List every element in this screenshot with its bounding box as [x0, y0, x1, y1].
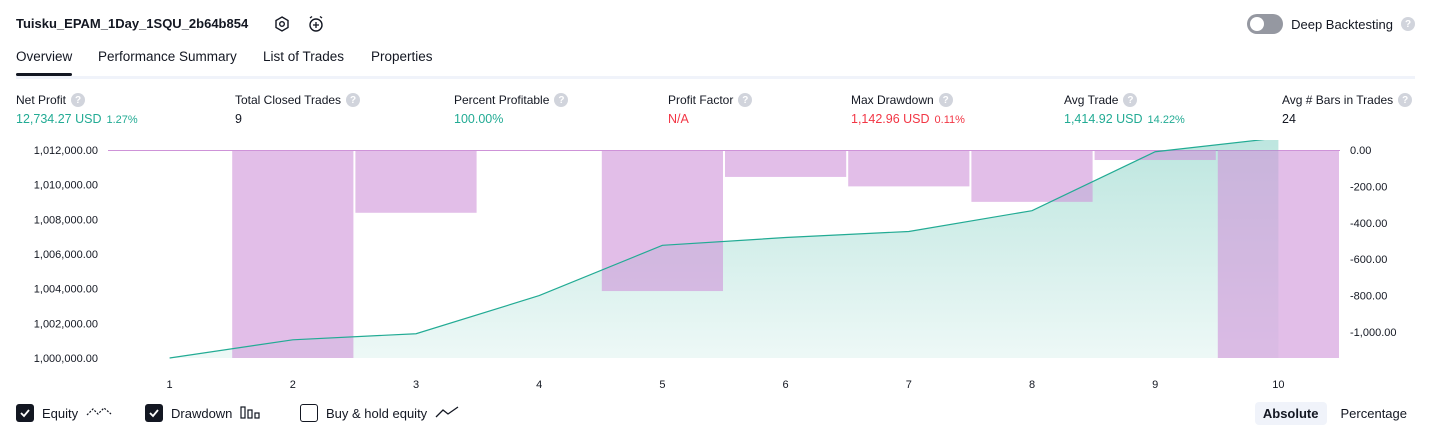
- percentage-button[interactable]: Percentage: [1340, 406, 1408, 421]
- metric-avg-trade: Avg Trade? 1,414.92 USD 14.22%: [1064, 93, 1185, 126]
- x-axis-tick-label: 9: [1152, 379, 1158, 391]
- help-icon[interactable]: ?: [346, 93, 361, 107]
- left-axis-tick-label: 1,006,000.00: [34, 249, 98, 261]
- settings-icon[interactable]: [272, 14, 292, 34]
- right-axis-tick-label: -200.00: [1350, 181, 1387, 193]
- help-icon[interactable]: ?: [1398, 93, 1413, 107]
- legend-label: Buy & hold equity: [326, 405, 428, 421]
- metric-avg-bars-in-trades: Avg # Bars in Trades? 24: [1282, 93, 1413, 126]
- equity-drawdown-chart: 1,012,000.00 1,010,000.00 1,008,000.00 1,00…: [34, 140, 1396, 391]
- legend-drawdown[interactable]: Drawdown: [145, 404, 262, 422]
- metric-value: 9: [235, 112, 242, 126]
- right-axis-tick-label: -400.00: [1350, 218, 1387, 230]
- x-axis-tick-label: 2: [290, 379, 296, 391]
- x-axis-tick-label: 7: [906, 379, 912, 391]
- tab-bar: Overview Performance Summary List of Tra…: [16, 46, 1415, 79]
- legend-equity[interactable]: Equity: [16, 404, 112, 422]
- metric-value: 24: [1282, 112, 1296, 126]
- help-icon[interactable]: ?: [938, 93, 953, 107]
- left-axis-tick-label: 1,010,000.00: [34, 180, 98, 192]
- drawdown-bar: [232, 150, 354, 358]
- x-axis-tick-label: 3: [413, 379, 419, 391]
- left-axis-tick-label: 1,000,000.00: [34, 353, 98, 365]
- deep-backtesting: Deep Backtesting ?: [1247, 14, 1415, 34]
- equity-line: [169, 140, 1265, 359]
- metric-label: Max Drawdown: [851, 93, 934, 107]
- tab-overview[interactable]: Overview: [16, 49, 73, 76]
- metric-percent: 1.27%: [106, 114, 138, 126]
- metric-label: Total Closed Trades: [235, 93, 342, 107]
- metric-max-drawdown: Max Drawdown? 1,142.96 USD 0.11%: [851, 93, 965, 126]
- drawdown-bar: [355, 150, 477, 213]
- deep-backtesting-toggle[interactable]: [1247, 14, 1284, 34]
- help-icon[interactable]: ?: [1401, 17, 1415, 31]
- metric-percent: 0.11%: [934, 114, 965, 126]
- right-axis-tick-label: 0.00: [1350, 145, 1371, 157]
- drawdown-bar: [848, 150, 970, 187]
- strategy-name: Tuisku_EPAM_1Day_1SQU_2b64b854: [16, 16, 249, 31]
- metric-value: N/A: [668, 112, 689, 126]
- x-axis-tick-label: 8: [1029, 379, 1035, 391]
- right-axis-tick-label: -1,000.00: [1350, 327, 1396, 339]
- chart-legend: Equity Drawdown Buy & hold equity Absolu…: [16, 402, 1415, 428]
- drawdown-bar: [725, 150, 847, 177]
- checkbox-checked-icon[interactable]: [16, 404, 34, 422]
- legend-label: Equity: [42, 405, 79, 421]
- metric-percent: 14.22%: [1147, 114, 1185, 126]
- x-axis-tick-label: 5: [659, 379, 665, 391]
- metric-profit-factor: Profit Factor? N/A: [668, 93, 753, 126]
- checkbox-checked-icon[interactable]: [145, 404, 163, 422]
- drawdown-bars-icon: [240, 405, 262, 422]
- metric-value: 100.00%: [454, 112, 504, 126]
- metric-net-profit: Net Profit? 12,734.27 USD 1.27%: [16, 93, 138, 126]
- x-axis-tick-label: 10: [1272, 379, 1284, 391]
- metric-total-closed-trades: Total Closed Trades? 9: [235, 93, 361, 126]
- legend-buy-hold-equity[interactable]: Buy & hold equity: [300, 404, 459, 422]
- metric-percent-profitable: Percent Profitable? 100.00%: [454, 93, 569, 126]
- metric-value: 1,142.96 USD: [851, 112, 930, 126]
- x-axis-tick-label: 6: [783, 379, 789, 391]
- metric-label: Avg Trade: [1064, 93, 1119, 107]
- scale-mode-toggle: Absolute Percentage: [1254, 402, 1415, 425]
- x-axis-tick-label: 1: [167, 379, 173, 391]
- x-axis-tick-label: 4: [536, 379, 542, 391]
- deep-backtesting-label: Deep Backtesting: [1291, 16, 1393, 32]
- left-axis-tick-label: 1,008,000.00: [34, 214, 98, 226]
- right-axis-tick-label: -600.00: [1350, 254, 1387, 266]
- tab-list-of-trades[interactable]: List of Trades: [263, 49, 345, 64]
- drawdown-bar: [1094, 150, 1216, 161]
- drawdown-bar: [1217, 150, 1339, 358]
- tab-performance-summary[interactable]: Performance Summary: [98, 49, 237, 64]
- help-icon[interactable]: ?: [738, 93, 753, 107]
- right-axis-tick-label: -800.00: [1350, 291, 1387, 303]
- metric-label: Percent Profitable: [454, 93, 550, 107]
- metric-label: Net Profit: [16, 93, 67, 107]
- equity-line-icon: [86, 405, 112, 422]
- left-axis-tick-label: 1,012,000.00: [34, 145, 98, 157]
- checkbox-unchecked-icon[interactable]: [300, 404, 318, 422]
- tab-properties[interactable]: Properties: [371, 49, 433, 64]
- drawdown-bar: [971, 150, 1093, 202]
- left-axis-tick-label: 1,004,000.00: [34, 284, 98, 296]
- add-alert-icon[interactable]: [306, 14, 326, 34]
- metric-value: 1,414.92 USD: [1064, 112, 1143, 126]
- drawdown-bar: [601, 150, 723, 292]
- header-bar: Tuisku_EPAM_1Day_1SQU_2b64b854 Deep Back…: [16, 12, 1415, 36]
- absolute-button[interactable]: Absolute: [1254, 402, 1327, 425]
- left-axis-tick-label: 1,002,000.00: [34, 318, 98, 330]
- help-icon[interactable]: ?: [71, 93, 86, 107]
- metric-value: 12,734.27 USD: [16, 112, 102, 126]
- help-icon[interactable]: ?: [1123, 93, 1138, 107]
- legend-label: Drawdown: [171, 405, 233, 421]
- metric-label: Avg # Bars in Trades: [1282, 93, 1394, 107]
- buy-hold-line-icon: [435, 405, 459, 422]
- metric-label: Profit Factor: [668, 93, 734, 107]
- metrics-row: Net Profit? 12,734.27 USD 1.27% Total Clo…: [16, 93, 1415, 129]
- help-icon[interactable]: ?: [554, 93, 569, 107]
- equity-area: [169, 140, 1279, 358]
